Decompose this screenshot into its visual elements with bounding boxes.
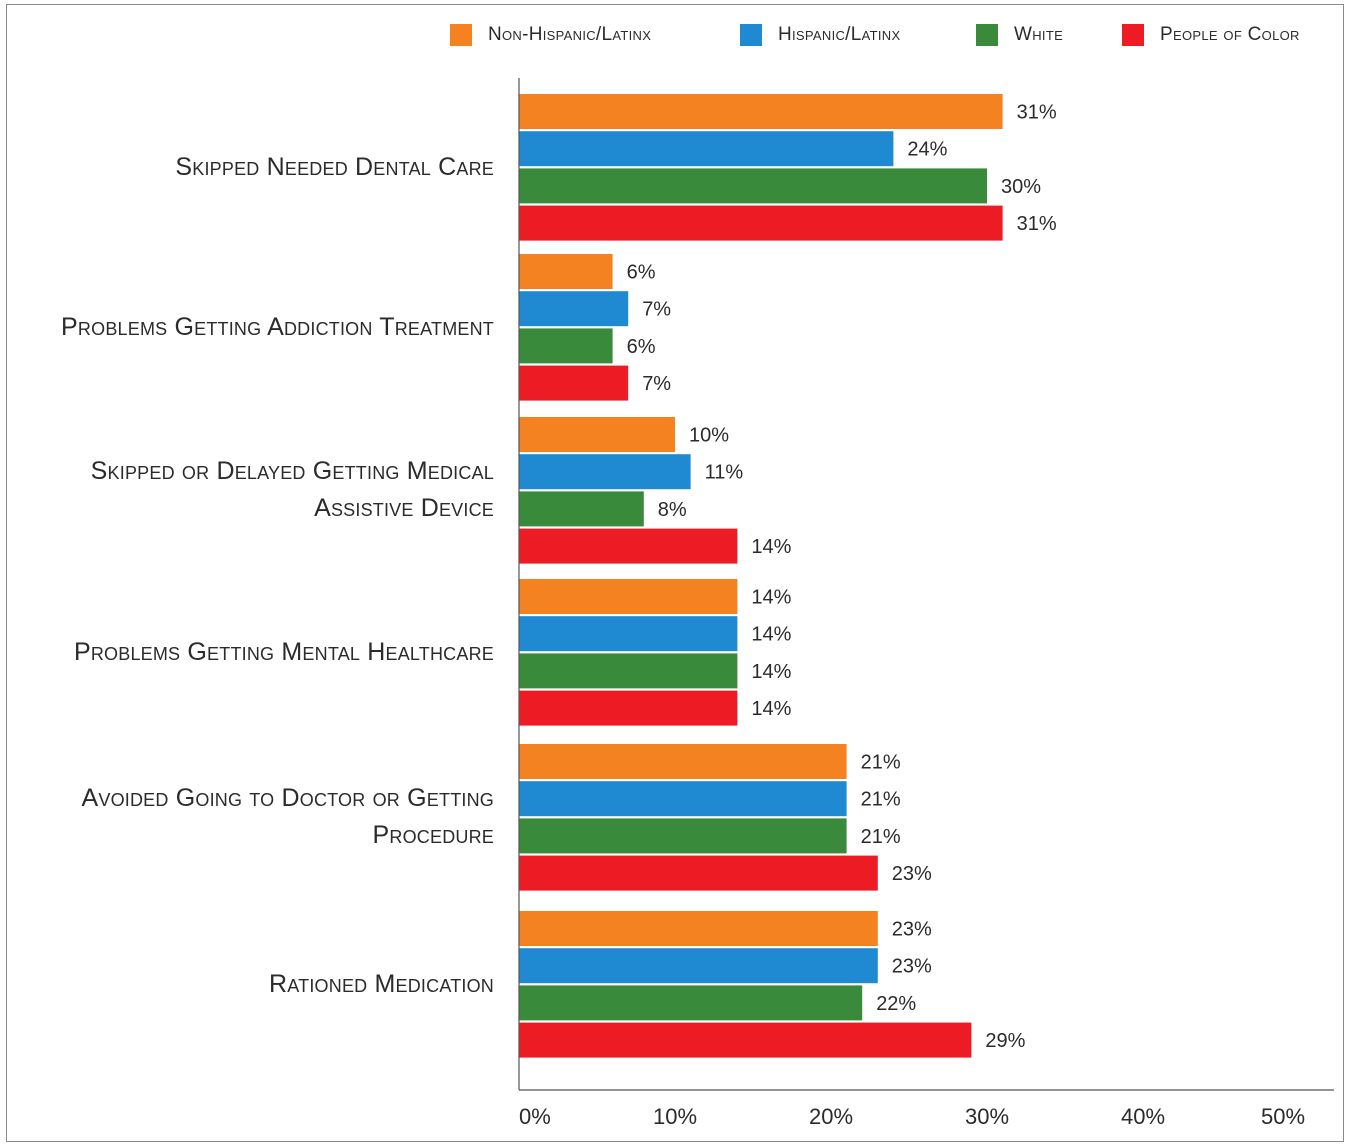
bar <box>519 948 878 984</box>
data-label: 22% <box>876 993 916 1015</box>
category-label-line: Procedure <box>372 821 494 850</box>
category-label: Skipped Needed Dental Care <box>0 149 494 186</box>
data-label: 23% <box>892 956 932 978</box>
category-label: Avoided Going to Doctor or Getting Proced… <box>0 780 494 854</box>
bar <box>519 328 613 364</box>
x-tick-label: 40% <box>1121 1104 1165 1129</box>
legend-swatch <box>740 24 762 46</box>
legend-item: People of Color <box>1122 22 1300 48</box>
bar <box>519 254 613 289</box>
bar <box>519 818 847 854</box>
bar <box>519 579 738 614</box>
legend-item: Non-Hispanic/Latinx <box>450 22 651 48</box>
data-label: 29% <box>985 1030 1025 1052</box>
bar <box>519 855 878 891</box>
category-label: Rationed Medication <box>0 966 494 1003</box>
legend-swatch <box>1122 24 1144 46</box>
legend-item: White <box>976 22 1063 48</box>
bar <box>519 365 629 401</box>
legend-swatch <box>976 24 998 46</box>
category-label-line: Rationed Medication <box>269 969 494 998</box>
category-label: Problems Getting Mental Healthcare <box>0 634 494 671</box>
data-label: 24% <box>907 139 947 161</box>
data-label: 6% <box>627 336 656 358</box>
bar <box>519 491 644 527</box>
data-label: 14% <box>751 587 791 609</box>
data-label: 23% <box>892 919 932 941</box>
legend-label: People of Color <box>1160 24 1300 45</box>
legend-item: Hispanic/Latinx <box>740 22 900 48</box>
legend-label: Non-Hispanic/Latinx <box>488 24 652 45</box>
bar <box>519 168 987 204</box>
data-label: 31% <box>1017 102 1057 124</box>
x-tick-label: 0% <box>519 1104 551 1129</box>
data-label: 7% <box>642 299 671 321</box>
bar <box>519 690 738 726</box>
bar <box>519 454 691 490</box>
category-label-line: Problems Getting Mental Healthcare <box>73 637 494 666</box>
data-label: 6% <box>627 262 656 284</box>
x-tick-label: 50% <box>1261 1104 1305 1129</box>
data-label: 23% <box>892 863 932 885</box>
data-label: 31% <box>1017 213 1057 235</box>
category-label-line: Assistive Device <box>314 494 494 523</box>
legend-swatch <box>450 24 472 46</box>
data-label: 21% <box>861 826 901 848</box>
data-label: 11% <box>705 462 744 484</box>
data-label: 7% <box>642 373 671 395</box>
data-label: 14% <box>751 698 791 720</box>
category-label-line: Avoided Going to Doctor or Getting <box>81 784 494 813</box>
legend: Non-Hispanic/Latinx Hispanic/Latinx White P… <box>0 0 1350 70</box>
category-label-line: Skipped or Delayed Getting Medical <box>90 457 494 486</box>
bar <box>519 985 863 1021</box>
bar <box>519 911 878 946</box>
data-label: 14% <box>751 624 791 646</box>
category-label: Skipped or Delayed Getting Medical Assist… <box>0 453 494 527</box>
data-label: 14% <box>751 536 791 558</box>
category-label-line: Problems Getting Addiction Treatment <box>61 312 494 341</box>
bar <box>519 94 1003 129</box>
bar <box>519 291 629 327</box>
category-label-line: Skipped Needed Dental Care <box>175 152 494 181</box>
x-tick-label: 10% <box>653 1104 697 1129</box>
legend-label: Hispanic/Latinx <box>778 24 901 45</box>
bar <box>519 653 738 689</box>
bar <box>519 131 894 167</box>
bar <box>519 1022 972 1058</box>
bar <box>519 781 847 817</box>
category-label: Problems Getting Addiction Treatment <box>0 309 494 346</box>
legend-label: White <box>1014 24 1064 45</box>
bar <box>519 744 847 779</box>
bar <box>519 417 675 452</box>
x-tick-label: 20% <box>809 1104 853 1129</box>
bar <box>519 205 1003 241</box>
data-label: 21% <box>861 789 901 811</box>
bar <box>519 528 738 564</box>
data-label: 8% <box>658 499 687 521</box>
x-tick-label: 30% <box>965 1104 1009 1129</box>
data-label: 21% <box>861 752 901 774</box>
data-label: 14% <box>751 661 791 683</box>
data-label: 30% <box>1001 176 1041 198</box>
bar <box>519 616 738 652</box>
data-label: 10% <box>689 425 729 447</box>
